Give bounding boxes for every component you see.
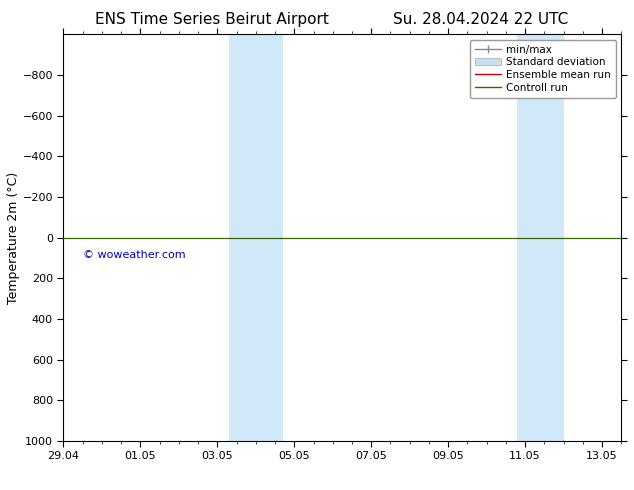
Y-axis label: Temperature 2m (°C): Temperature 2m (°C) bbox=[7, 172, 20, 304]
Bar bbox=[229, 34, 283, 441]
Text: © woweather.com: © woweather.com bbox=[82, 250, 185, 260]
Legend: min/max, Standard deviation, Ensemble mean run, Controll run: min/max, Standard deviation, Ensemble me… bbox=[470, 40, 616, 98]
Text: ENS Time Series Beirut Airport: ENS Time Series Beirut Airport bbox=[95, 12, 329, 27]
Text: Su. 28.04.2024 22 UTC: Su. 28.04.2024 22 UTC bbox=[393, 12, 568, 27]
Bar bbox=[517, 34, 564, 441]
